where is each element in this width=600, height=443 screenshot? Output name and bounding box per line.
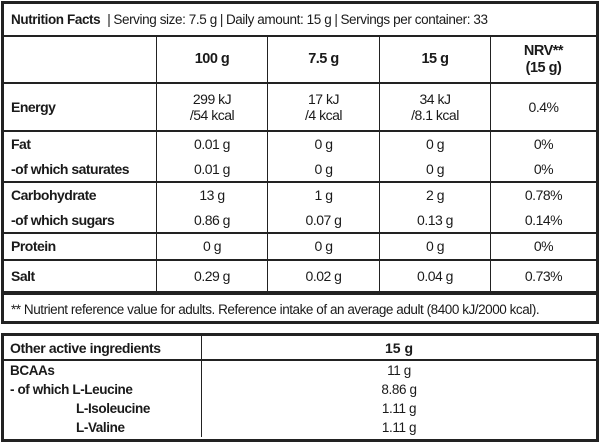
table-row-salt: Salt 0.29 g 0.02 g 0.04 g 0.73% bbox=[4, 261, 596, 293]
active-ingredients-body: BCAAs - of which L-Leucine L-Isoleucine … bbox=[4, 361, 596, 437]
daily-amount: Daily amount: 15 g bbox=[225, 12, 332, 27]
nutrition-facts-table: Nutrition Facts | Serving size: 7.5 g | … bbox=[1, 1, 599, 324]
active-ingredients-title: Other active ingredients bbox=[10, 339, 161, 356]
table-row-protein: Protein 0 g 0 g 0 g 0% bbox=[4, 234, 596, 261]
nrv-footnote: ** Nutrient reference value for adults. … bbox=[4, 293, 596, 324]
active-ingredients-header: Other active ingredients 15 g bbox=[4, 336, 596, 361]
servings-per-container: Servings per container: 33 bbox=[340, 12, 488, 27]
nutrition-title-bar: Nutrition Facts | Serving size: 7.5 g | … bbox=[4, 4, 596, 37]
column-header-row: 100 g 7.5 g 15 g NRV** (15 g) bbox=[4, 37, 596, 84]
separator: | bbox=[219, 12, 224, 27]
row-label: Protein bbox=[11, 238, 56, 255]
header-100g: 100 g bbox=[156, 37, 267, 82]
table-row-energy: Energy 299 kJ /54 kcal 17 kJ /4 kcal 34 … bbox=[4, 84, 596, 132]
row-label: Fat bbox=[11, 136, 31, 153]
separator: | bbox=[334, 12, 338, 27]
row-label: -of which saturates bbox=[11, 160, 130, 177]
nutrition-title: Nutrition Facts bbox=[11, 12, 101, 27]
active-ingredients-amount-header: 15 g bbox=[201, 336, 596, 359]
ingredient-value-leucine: 8.86 g bbox=[381, 381, 417, 397]
ingredient-label-isoleucine: L-Isoleucine bbox=[76, 400, 150, 416]
ingredient-label-leucine: - of which L-Leucine bbox=[10, 381, 133, 397]
serving-size: Serving size: 7.5 g bbox=[113, 12, 217, 27]
row-label: -of which sugars bbox=[11, 211, 115, 228]
row-label: Energy bbox=[11, 98, 56, 115]
row-label: Salt bbox=[11, 267, 35, 284]
ingredient-value-valine: 1.11 g bbox=[381, 419, 417, 435]
header-7-5g: 7.5 g bbox=[267, 37, 379, 82]
table-row-fat: Fat -of which saturates 0.01 g 0.01 g 0 … bbox=[4, 132, 596, 183]
header-empty bbox=[4, 37, 156, 82]
ingredient-label-valine: L-Valine bbox=[76, 419, 125, 435]
ingredient-value-isoleucine: 1.11 g bbox=[381, 400, 417, 416]
separator: | bbox=[107, 12, 111, 27]
row-label: Carbohydrate bbox=[11, 187, 97, 204]
table-row-carbohydrate: Carbohydrate -of which sugars 13 g 0.86 … bbox=[4, 183, 596, 234]
active-ingredients-table: Other active ingredients 15 g BCAAs - of… bbox=[1, 333, 599, 442]
ingredient-label-bcaas: BCAAs bbox=[10, 362, 55, 378]
header-15g: 15 g bbox=[379, 37, 490, 82]
header-nrv: NRV** (15 g) bbox=[490, 37, 596, 82]
ingredient-value-bcaas: 11 g bbox=[387, 362, 411, 378]
